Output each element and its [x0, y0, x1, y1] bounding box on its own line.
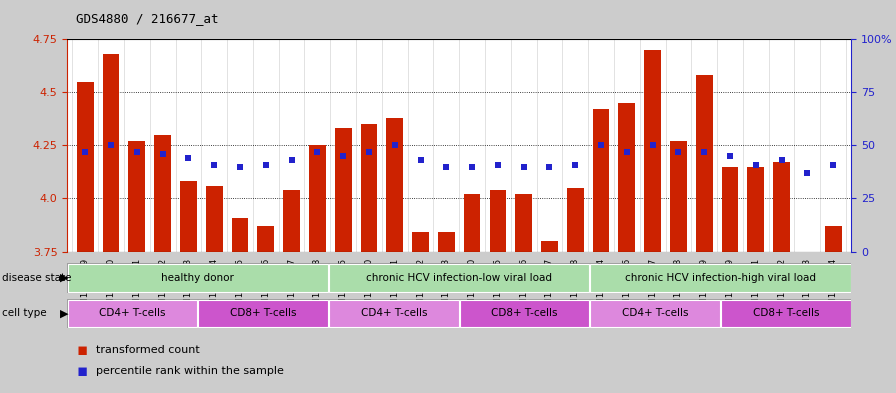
Point	[542, 163, 556, 170]
Text: ▪: ▪	[76, 362, 88, 380]
Bar	[696, 75, 712, 252]
Point	[439, 163, 453, 170]
Point	[620, 149, 634, 155]
Text: disease state: disease state	[2, 273, 72, 283]
Point	[465, 163, 479, 170]
Bar	[103, 54, 119, 252]
Text: CD4+ T-cells: CD4+ T-cells	[622, 309, 688, 318]
Text: cell type: cell type	[2, 308, 47, 318]
Bar	[231, 218, 248, 252]
Point	[723, 153, 737, 159]
Text: chronic HCV infection-high viral load: chronic HCV infection-high viral load	[625, 273, 816, 283]
Bar	[257, 226, 274, 252]
Bar	[412, 232, 429, 252]
Point	[233, 163, 247, 170]
Bar	[180, 182, 197, 252]
Bar	[329, 264, 590, 292]
Bar	[360, 124, 377, 252]
Point	[749, 162, 763, 168]
Text: CD8+ T-cells: CD8+ T-cells	[753, 309, 819, 318]
Bar	[721, 167, 738, 252]
Point	[259, 162, 273, 168]
Point	[78, 149, 92, 155]
Text: ▶: ▶	[60, 308, 68, 318]
Bar	[329, 300, 459, 327]
Text: CD8+ T-cells: CD8+ T-cells	[230, 309, 297, 318]
Point	[645, 142, 659, 149]
Point	[310, 149, 324, 155]
Bar	[77, 82, 94, 252]
Bar	[489, 190, 506, 252]
Point	[388, 142, 402, 149]
Bar	[618, 103, 635, 252]
Bar	[154, 135, 171, 252]
Point	[207, 162, 221, 168]
Point	[568, 162, 582, 168]
Bar	[438, 232, 454, 252]
Point	[336, 153, 350, 159]
Bar	[198, 300, 328, 327]
Point	[800, 170, 814, 176]
Text: ▪: ▪	[76, 341, 88, 359]
Point	[130, 149, 144, 155]
Bar	[824, 226, 841, 252]
Point	[104, 142, 118, 149]
Bar	[515, 194, 532, 252]
Bar	[592, 109, 609, 252]
Point	[362, 149, 376, 155]
Bar	[386, 118, 403, 252]
Bar	[283, 190, 300, 252]
Bar	[773, 162, 790, 252]
Bar	[590, 300, 720, 327]
Point	[413, 157, 427, 163]
Bar	[309, 145, 326, 252]
Bar	[335, 129, 351, 252]
Point	[594, 142, 608, 149]
Bar	[644, 50, 661, 252]
Text: chronic HCV infection-low viral load: chronic HCV infection-low viral load	[366, 273, 552, 283]
Text: transformed count: transformed count	[96, 345, 200, 355]
Bar	[68, 264, 328, 292]
Bar	[206, 186, 222, 252]
Bar	[460, 300, 590, 327]
Point	[671, 149, 685, 155]
Text: ▶: ▶	[60, 273, 68, 283]
Point	[826, 162, 840, 168]
Point	[516, 163, 530, 170]
Text: percentile rank within the sample: percentile rank within the sample	[96, 366, 284, 376]
Bar	[464, 194, 480, 252]
Text: GDS4880 / 216677_at: GDS4880 / 216677_at	[76, 12, 219, 25]
Point	[774, 157, 788, 163]
Bar	[128, 141, 145, 252]
Bar	[747, 167, 764, 252]
Text: CD4+ T-cells: CD4+ T-cells	[360, 309, 427, 318]
Text: CD8+ T-cells: CD8+ T-cells	[491, 309, 558, 318]
Bar	[567, 188, 583, 252]
Bar	[590, 264, 850, 292]
Point	[697, 149, 711, 155]
Text: CD4+ T-cells: CD4+ T-cells	[99, 309, 166, 318]
Point	[491, 162, 505, 168]
Bar	[721, 300, 850, 327]
Point	[155, 151, 169, 157]
Point	[181, 155, 195, 161]
Text: healthy donor: healthy donor	[161, 273, 235, 283]
Bar	[68, 300, 197, 327]
Bar	[670, 141, 687, 252]
Bar	[541, 241, 558, 252]
Point	[284, 157, 298, 163]
